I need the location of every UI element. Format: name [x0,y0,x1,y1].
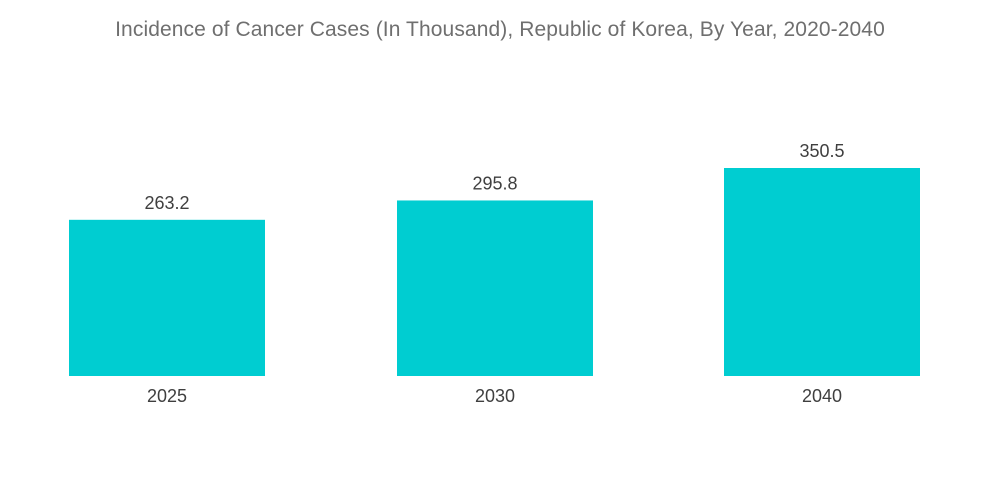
bar-2030 [397,200,593,376]
data-label-2030: 295.8 [472,173,517,193]
value-labels-group: 263.2 295.8 350.5 [144,141,844,213]
chart-title: Incidence of Cancer Cases (In Thousand),… [115,18,885,41]
x-tick-label-2025: 2025 [147,386,187,406]
bars-group [69,168,920,376]
data-label-2025: 263.2 [144,193,189,213]
bar-2025 [69,219,265,376]
x-tick-label-2030: 2030 [475,386,515,406]
x-axis-tick-labels: 2025 2030 2040 [147,386,842,406]
bar-2040 [724,168,920,376]
data-label-2040: 350.5 [799,141,844,161]
x-tick-label-2040: 2040 [802,386,842,406]
